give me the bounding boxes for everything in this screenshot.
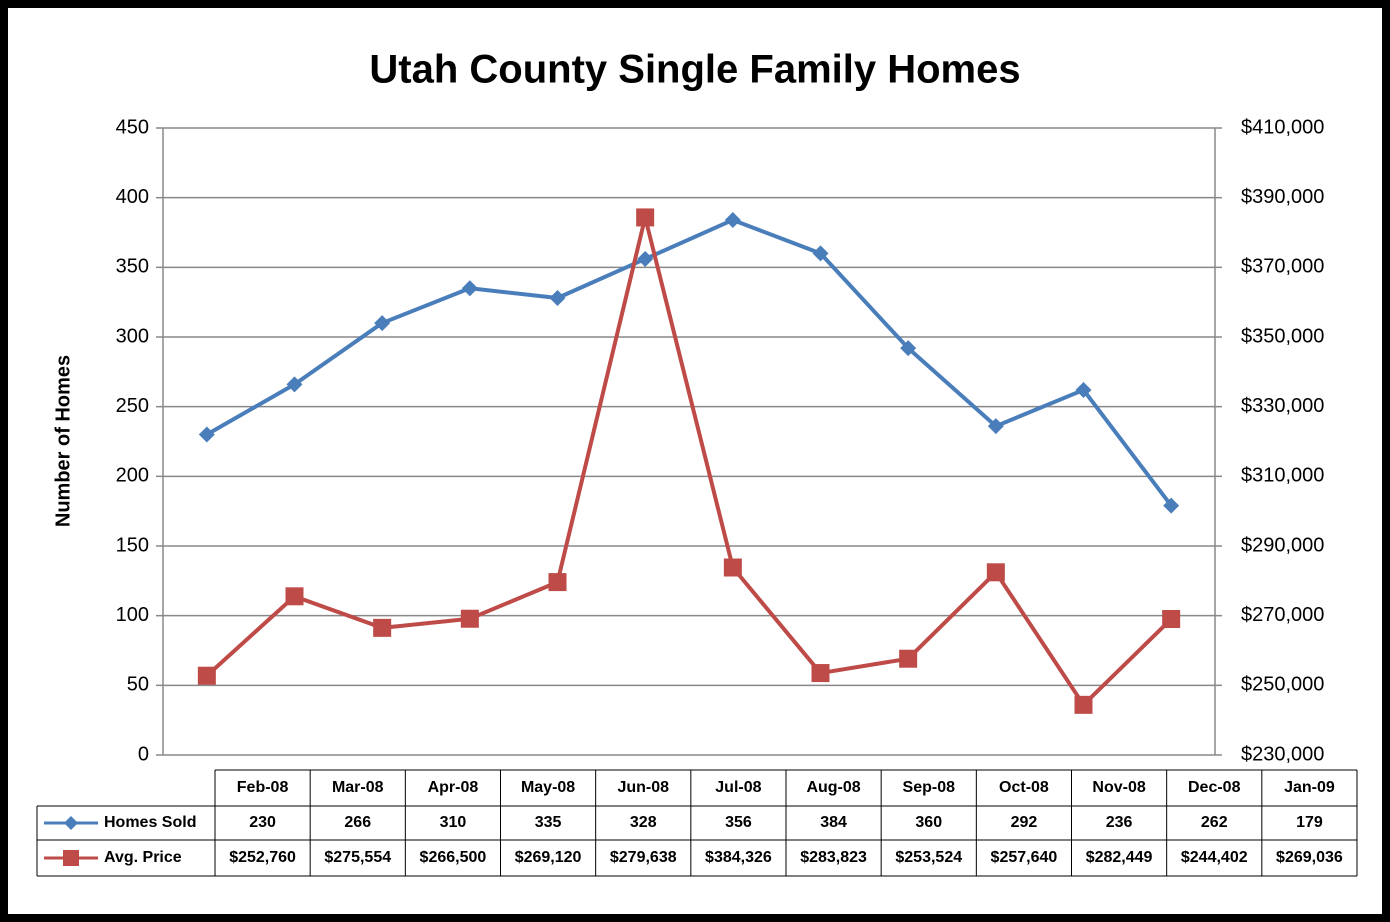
- point: [812, 245, 829, 262]
- table-header: Feb-08: [237, 779, 289, 796]
- y2-tick-label: $370,000: [1241, 256, 1324, 278]
- point: [1163, 497, 1180, 514]
- legend-label: Homes Sold: [104, 814, 196, 831]
- y-tick-label: 300: [116, 325, 149, 347]
- point: [373, 618, 392, 637]
- chart-title: Utah County Single Family Homes: [369, 48, 1020, 92]
- table-header: Dec-08: [1188, 779, 1241, 796]
- table-header: May-08: [521, 779, 575, 796]
- table-cell: 266: [344, 814, 371, 831]
- y2-tick-label: $310,000: [1241, 465, 1324, 487]
- table-cell: $252,760: [229, 849, 296, 866]
- table-cell: $266,500: [420, 849, 487, 866]
- table-cell: $253,524: [895, 849, 962, 866]
- table-cell: 384: [820, 814, 847, 831]
- y2-tick-label: $250,000: [1241, 674, 1324, 696]
- table-header: Aug-08: [806, 779, 860, 796]
- point: [286, 376, 303, 393]
- point: [548, 573, 567, 592]
- table-header: Oct-08: [999, 779, 1049, 796]
- point: [723, 558, 742, 577]
- y-tick-label: 0: [138, 743, 149, 765]
- table-cell: $275,554: [324, 849, 391, 866]
- table-cell: 292: [1011, 814, 1038, 831]
- table-cell: 356: [725, 814, 752, 831]
- table-cell: 179: [1296, 814, 1323, 831]
- point: [987, 418, 1004, 435]
- y-tick-label: 350: [116, 256, 149, 278]
- table-cell: $269,036: [1276, 849, 1343, 866]
- table-header: Mar-08: [332, 779, 384, 796]
- point: [285, 587, 304, 606]
- y2-tick-label: $230,000: [1241, 743, 1324, 765]
- table-cell: $279,638: [610, 849, 677, 866]
- table-cell: 335: [535, 814, 562, 831]
- y-tick-label: 250: [116, 395, 149, 417]
- y-tick-label: 400: [116, 186, 149, 208]
- y2-tick-label: $270,000: [1241, 604, 1324, 626]
- point: [636, 208, 655, 227]
- table-cell: 262: [1201, 814, 1228, 831]
- table-header: Jan-09: [1284, 779, 1335, 796]
- table-header: Nov-08: [1092, 779, 1145, 796]
- point: [1074, 695, 1093, 714]
- legend-marker: [63, 850, 79, 866]
- table-cell: 328: [630, 814, 657, 831]
- table-cell: $384,326: [705, 849, 772, 866]
- table-cell: $282,449: [1086, 849, 1153, 866]
- y-axis-label: Number of Homes: [52, 355, 74, 527]
- point: [374, 315, 391, 332]
- table-cell: $283,823: [800, 849, 867, 866]
- y-tick-label: 50: [127, 674, 149, 696]
- y2-tick-label: $410,000: [1241, 116, 1324, 138]
- table-cell: 230: [249, 814, 276, 831]
- table-header: Jul-08: [715, 779, 761, 796]
- y-tick-label: 450: [116, 116, 149, 138]
- point: [1075, 381, 1092, 398]
- series-line: [205, 217, 1173, 507]
- y2-tick-label: $330,000: [1241, 395, 1324, 417]
- legend-label: Avg. Price: [104, 849, 182, 866]
- point: [1162, 610, 1181, 629]
- y2-tick-label: $290,000: [1241, 534, 1324, 556]
- table-header: Jun-08: [617, 779, 669, 796]
- table-cell: 236: [1106, 814, 1133, 831]
- point: [811, 664, 830, 683]
- point: [198, 426, 215, 443]
- table-cell: 360: [915, 814, 942, 831]
- point: [900, 340, 917, 357]
- point: [899, 649, 918, 668]
- table-header: Apr-08: [428, 779, 479, 796]
- point: [637, 250, 654, 267]
- y2-tick-label: $350,000: [1241, 325, 1324, 347]
- point: [986, 563, 1005, 582]
- y-tick-label: 100: [116, 604, 149, 626]
- table-header: Sep-08: [903, 779, 956, 796]
- table-cell: $257,640: [991, 849, 1058, 866]
- series-line: [205, 215, 1173, 707]
- y2-tick-label: $390,000: [1241, 186, 1324, 208]
- table-cell: $244,402: [1181, 849, 1248, 866]
- legend-marker: [64, 816, 78, 830]
- point: [460, 609, 479, 628]
- point: [461, 280, 478, 297]
- point: [197, 666, 216, 685]
- y-tick-label: 200: [116, 465, 149, 487]
- table-cell: $269,120: [515, 849, 582, 866]
- y-tick-label: 150: [116, 534, 149, 556]
- point: [549, 289, 566, 306]
- point: [724, 211, 741, 228]
- table-cell: 310: [440, 814, 467, 831]
